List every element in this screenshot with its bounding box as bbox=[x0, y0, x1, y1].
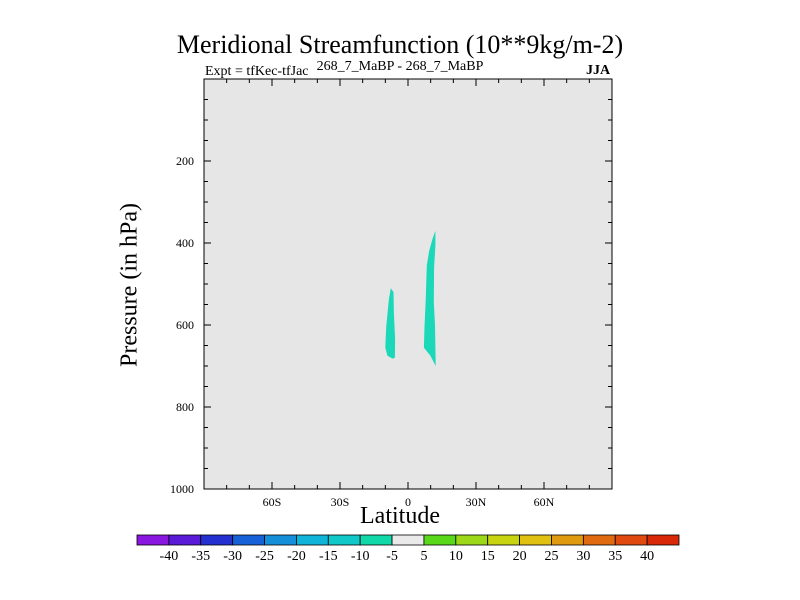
colorbar-swatch bbox=[327, 534, 361, 546]
chart-title: Meridional Streamfunction (10**9kg/m-2) bbox=[176, 30, 624, 59]
x-tick-label: 30S bbox=[331, 495, 350, 509]
colorbar-swatch bbox=[232, 534, 265, 546]
colorbar-swatch bbox=[168, 534, 202, 546]
colorbar-label: -40 bbox=[160, 549, 179, 564]
x-tick-label: 60S bbox=[263, 495, 282, 509]
colorbar-label: -25 bbox=[255, 549, 274, 564]
season-label: JJA bbox=[586, 63, 611, 78]
y-tick-label: 600 bbox=[176, 318, 194, 332]
colorbar-label: -20 bbox=[287, 549, 306, 564]
colorbar-swatch bbox=[296, 534, 329, 546]
colorbar-swatch bbox=[359, 534, 393, 546]
colorbar-label: 40 bbox=[640, 549, 654, 564]
experiment-label: Expt = tfKec-tfJac bbox=[205, 64, 309, 79]
colorbar-label: 25 bbox=[544, 549, 558, 564]
colorbar-label: -15 bbox=[319, 549, 338, 564]
colorbar-swatch bbox=[646, 534, 680, 546]
colorbar-swatch bbox=[614, 534, 648, 546]
colorbar-label: 5 bbox=[420, 549, 427, 564]
x-tick-label: 0 bbox=[405, 495, 411, 509]
x-tick-label: 30N bbox=[466, 495, 487, 509]
plot-background bbox=[204, 79, 612, 489]
colorbar-swatch bbox=[551, 534, 584, 546]
colorbar-swatch bbox=[455, 534, 489, 546]
colorbar-label: 15 bbox=[481, 549, 495, 564]
contour-region-1 bbox=[385, 288, 396, 359]
colorbar-swatch bbox=[423, 534, 457, 546]
x-tick-label: 60N bbox=[534, 495, 555, 509]
contour-region-2 bbox=[423, 230, 436, 366]
colorbar-swatch bbox=[136, 534, 170, 546]
colorbar-label: 10 bbox=[449, 549, 463, 564]
colorbar-swatch bbox=[582, 534, 616, 546]
colorbar-label: 30 bbox=[576, 549, 590, 564]
colorbar-swatch bbox=[487, 534, 520, 546]
colorbar-label: -5 bbox=[386, 549, 398, 564]
colorbar-swatch bbox=[519, 534, 552, 546]
colorbar-label: -30 bbox=[223, 549, 242, 564]
colorbar-swatch bbox=[264, 534, 297, 546]
colorbar-label: 35 bbox=[608, 549, 622, 564]
y-tick-label: 400 bbox=[176, 236, 194, 250]
colorbar-label: -10 bbox=[351, 549, 370, 564]
y-tick-label: 800 bbox=[176, 400, 194, 414]
case-label: 268_7_MaBP - 268_7_MaBP bbox=[316, 59, 484, 74]
x-axis-label: Latitude bbox=[360, 503, 440, 529]
y-tick-label: 200 bbox=[176, 154, 194, 168]
y-tick-label: 1000 bbox=[170, 482, 194, 496]
colorbar-label: -35 bbox=[191, 549, 210, 564]
colorbar-swatch bbox=[391, 534, 425, 546]
colorbar-swatch bbox=[200, 534, 234, 546]
colorbar-label: 20 bbox=[513, 549, 527, 564]
